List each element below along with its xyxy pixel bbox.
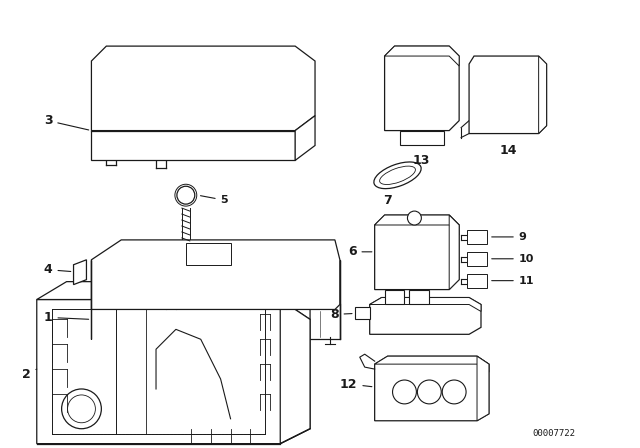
Polygon shape	[186, 243, 230, 265]
Polygon shape	[355, 307, 370, 319]
Text: 11: 11	[492, 276, 534, 286]
Text: 5: 5	[200, 195, 228, 205]
Polygon shape	[385, 46, 459, 66]
Text: 9: 9	[492, 232, 527, 242]
Polygon shape	[449, 215, 459, 289]
Polygon shape	[280, 300, 310, 444]
Polygon shape	[92, 46, 315, 130]
Polygon shape	[410, 289, 429, 305]
Polygon shape	[74, 260, 86, 284]
Text: 6: 6	[348, 246, 372, 258]
Polygon shape	[467, 252, 487, 266]
Polygon shape	[92, 130, 295, 160]
Polygon shape	[469, 56, 547, 134]
Polygon shape	[295, 116, 315, 160]
Ellipse shape	[374, 162, 421, 189]
Text: 12: 12	[340, 378, 372, 391]
Polygon shape	[374, 356, 489, 421]
Text: 4: 4	[44, 263, 71, 276]
Text: 8: 8	[330, 308, 352, 321]
Polygon shape	[385, 46, 459, 130]
Polygon shape	[399, 130, 444, 146]
Text: 14: 14	[499, 144, 516, 157]
Text: 10: 10	[492, 254, 534, 264]
Text: 1: 1	[44, 311, 89, 324]
Polygon shape	[370, 297, 481, 311]
Text: 3: 3	[44, 114, 89, 130]
Polygon shape	[370, 297, 481, 334]
Text: 13: 13	[413, 154, 430, 167]
Polygon shape	[374, 215, 459, 235]
Polygon shape	[374, 356, 489, 372]
Text: 00007722: 00007722	[532, 429, 575, 438]
Polygon shape	[374, 215, 459, 289]
Text: 2: 2	[22, 367, 36, 380]
Text: 7: 7	[383, 194, 392, 207]
Polygon shape	[385, 289, 404, 305]
Polygon shape	[36, 282, 310, 319]
Polygon shape	[467, 274, 487, 288]
Polygon shape	[467, 230, 487, 244]
Polygon shape	[477, 356, 489, 421]
Circle shape	[177, 186, 195, 204]
Circle shape	[408, 211, 421, 225]
Polygon shape	[36, 300, 310, 444]
Polygon shape	[539, 56, 547, 134]
Polygon shape	[92, 240, 340, 310]
